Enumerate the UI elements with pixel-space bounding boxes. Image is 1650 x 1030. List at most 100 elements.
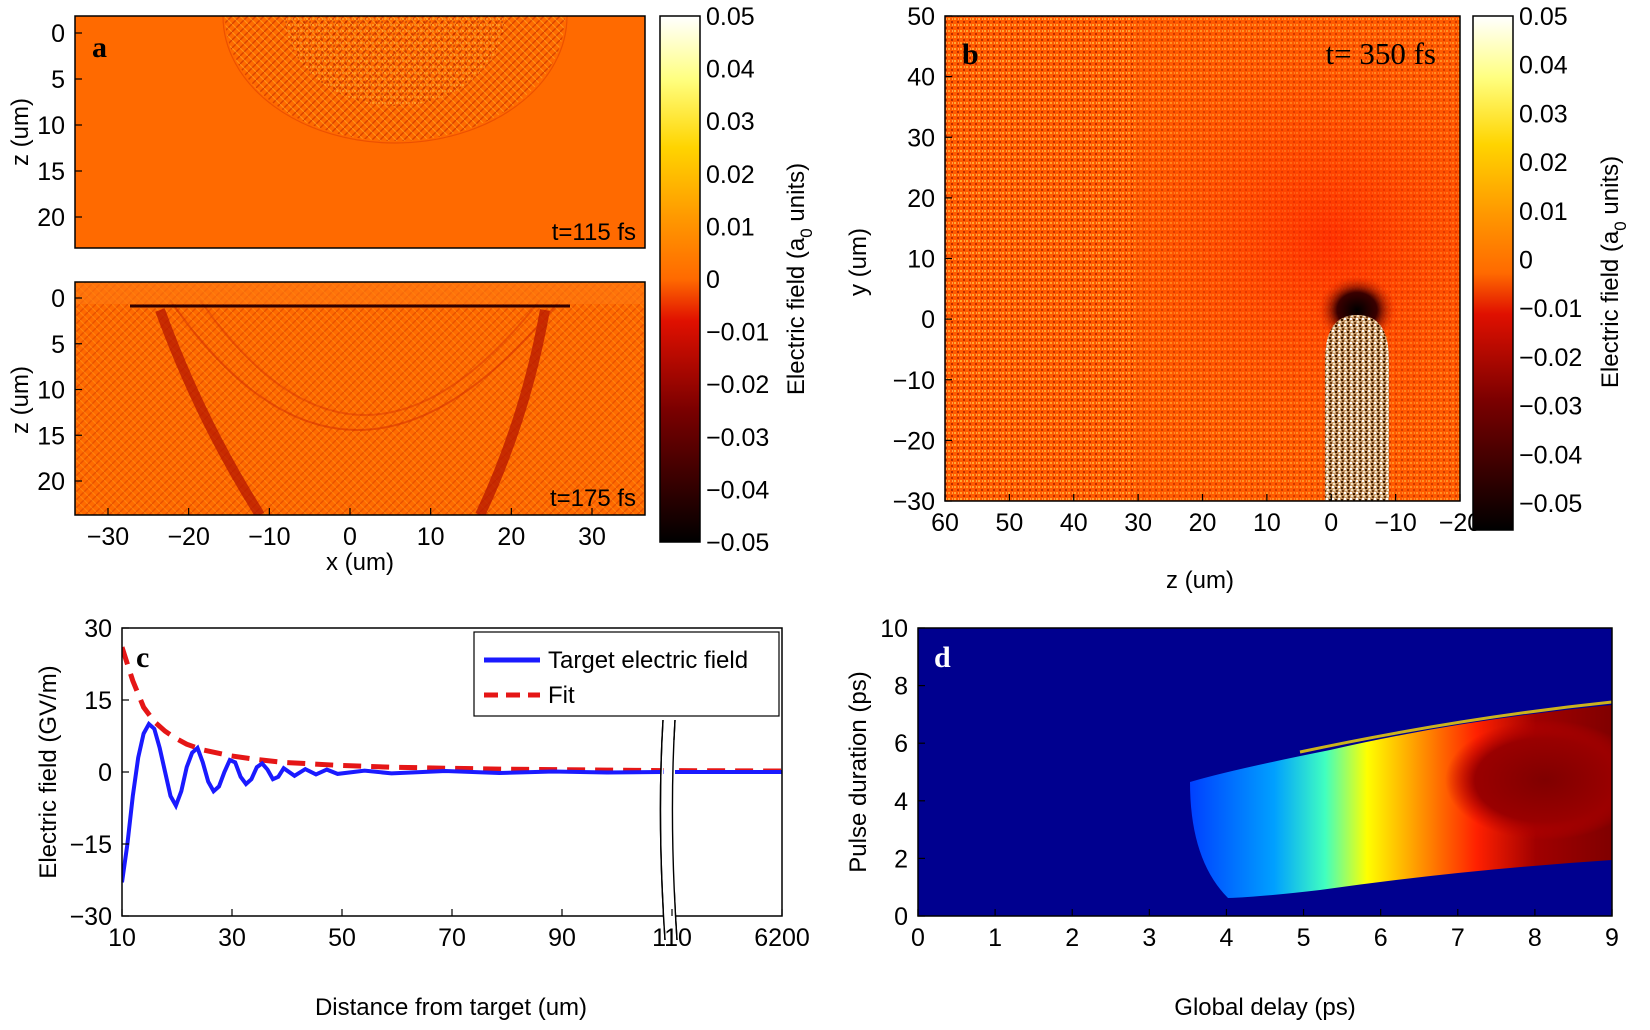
panel-d-yticks: 10 8 6 4 2 0	[880, 615, 925, 931]
panel-a-bottom-annotation: t=175 fs	[550, 485, 636, 512]
colorbar-b-ytick-label: −0.01	[1519, 295, 1582, 323]
colorbar-a-label: Electric field (a0 units)	[783, 163, 816, 395]
panel-b-xtick-label: 10	[1253, 509, 1281, 537]
panel-d-xticks: 0 1 2 3 4 5 6 7 8 9	[911, 909, 1619, 952]
panel-a-bottom: t=175 fs 0 5 10 15 20 −30 −20 −10 0 10 20 30 z (um…	[7, 281, 646, 576]
panel-b-xlabel: z (um)	[1166, 567, 1234, 594]
colorbar-b-ytick-label: −0.02	[1519, 344, 1582, 372]
panel-a-bottom-yticks: 0 5 10 15 20	[37, 285, 82, 496]
panel-b-xtick-label: 40	[1060, 509, 1088, 537]
panel-b-annotation: t= 350 fs	[1326, 36, 1436, 71]
panel-d-ytick-label: 10	[880, 615, 908, 643]
panel-d-peak	[1445, 720, 1612, 840]
colorbar-b-ytick-label: −0.04	[1519, 441, 1582, 469]
panel-c-legend: Target electric field Fit	[473, 631, 780, 717]
panel-c-xticks: 10 30 50 70 90 110 6200	[108, 909, 810, 952]
colorbar-a-ytick-label: 0.05	[706, 3, 755, 31]
colorbar-a: 0.05 0.04 0.03 0.02 0.01 0 −0.01 −0.02 −0.03 −0.0…	[659, 3, 816, 557]
colorbar-a-ytick-label: 0.04	[706, 56, 755, 84]
panel-b-xtick-label: 20	[1189, 509, 1217, 537]
panel-b-ytick-label: −20	[893, 427, 935, 455]
panel-c-ytick-label: −15	[70, 831, 112, 859]
panel-c: Target electric field Fit c 30150−15−30 …	[35, 615, 810, 1021]
panel-a-bottom-ylabel: z (um)	[7, 366, 34, 434]
colorbar-a-ytick-label: 0	[706, 266, 720, 294]
series-target-electric-field-line	[122, 720, 782, 883]
panel-b-xtick-label: −10	[1374, 509, 1416, 537]
panel-c-xtick-label: 90	[548, 924, 576, 952]
panel-c-ytick-label: 15	[84, 687, 112, 715]
panel-b-ytick-label: 40	[907, 64, 935, 92]
panel-b-ytick-label: 10	[907, 246, 935, 274]
panel-d-xtick-label: 8	[1528, 924, 1542, 952]
panel-d-ytick-label: 0	[894, 903, 908, 931]
panel-a-top-ylabel: z (um)	[7, 98, 34, 166]
panel-a-top-ytick-label: 20	[37, 204, 65, 232]
panel-c-axis-break	[659, 719, 678, 941]
legend-label-fit: Fit	[548, 682, 575, 709]
colorbar-b-ytick-label: 0.02	[1519, 149, 1568, 177]
panel-c-ytick-label: 30	[84, 615, 112, 643]
panel-d-xtick-label: 1	[988, 924, 1002, 952]
panel-a-bottom-xtick-label: 10	[417, 523, 445, 551]
panel-a-bottom-xlabel: x (um)	[326, 549, 394, 576]
panel-d-ytick-label: 6	[894, 730, 908, 758]
panel-b: b t= 350 fs 50 40 30 20 10 0 −10 −20 −30 60 50 40 3…	[845, 3, 1481, 594]
panel-a-bottom-ytick-label: 20	[37, 468, 65, 496]
panel-b-label: b	[962, 38, 979, 71]
colorbar-b-ytick-label: 0.01	[1519, 198, 1568, 226]
panel-d-xtick-label: 0	[911, 924, 925, 952]
colorbar-a-ytick-label: −0.02	[706, 371, 769, 399]
colorbar-a-ticks: 0.05 0.04 0.03 0.02 0.01 0 −0.01 −0.02 −0.03 −0.0…	[706, 3, 769, 557]
legend-label-target: Target electric field	[548, 647, 748, 674]
colorbar-a-ytick-label: −0.03	[706, 424, 769, 452]
panel-a-bottom-xtick-label: 20	[497, 523, 525, 551]
colorbar-b-ytick-label: 0.05	[1519, 3, 1568, 31]
panel-a-top-ytick-label: 0	[51, 20, 65, 48]
colorbar-a-ytick-label: −0.05	[706, 529, 769, 557]
panel-c-xlabel: Distance from target (um)	[315, 994, 587, 1021]
colorbar-b-ytick-label: −0.05	[1519, 490, 1582, 518]
panel-d-xlabel: Global delay (ps)	[1174, 994, 1355, 1021]
panel-a-bottom-wavefront-left	[155, 308, 265, 515]
panel-b-yticks: 50 40 30 20 10 0 −10 −20 −30	[893, 3, 952, 516]
panel-b-xtick-label: 30	[1124, 509, 1152, 537]
panel-a-top-ytick-label: 10	[37, 112, 65, 140]
colorbar-b-gradient	[1472, 15, 1514, 531]
colorbar-b-ytick-label: 0.03	[1519, 100, 1568, 128]
colorbar-a-ytick-label: 0.02	[706, 161, 755, 189]
panel-d-xtick-label: 5	[1297, 924, 1311, 952]
panel-b-ytick-label: 20	[907, 185, 935, 213]
panel-b-ytick-label: 0	[921, 306, 935, 334]
colorbar-a-ytick-label: 0.03	[706, 108, 755, 136]
panel-c-xtick-label: 30	[218, 924, 246, 952]
colorbar-a-ytick-label: −0.01	[706, 319, 769, 347]
panel-a-bottom-xticks: −30 −20 −10 0 10 20 30	[87, 508, 606, 551]
panel-b-ytick-label: −30	[893, 488, 935, 516]
panel-d-xtick-label: 4	[1219, 924, 1233, 952]
panel-a-top-annotation: t=115 fs	[552, 219, 636, 246]
colorbar-a-ytick-label: −0.04	[706, 476, 769, 504]
panel-a-bottom-wavefront-right	[475, 309, 550, 515]
panel-d-xtick-label: 9	[1605, 924, 1619, 952]
panel-d-ytick-label: 4	[894, 788, 908, 816]
panel-c-yticks: 30 15 0 −15 −30	[70, 615, 129, 931]
panel-b-xticks: 60 50 40 30 20 10 0 −10 −20	[931, 494, 1481, 537]
panel-a-bottom-ytick-label: 10	[37, 377, 65, 405]
colorbar-b-ytick-label: 0	[1519, 247, 1533, 275]
panel-c-xtick-label: 6200	[754, 924, 810, 952]
panel-a-top: a t=115 fs 0 5 10 15 20 z (um)	[7, 15, 646, 249]
panel-a-bottom-xtick-label: 30	[578, 523, 606, 551]
panel-c-ytick-label: 0	[98, 759, 112, 787]
panel-a-top-yticks: 0 5 10 15 20	[37, 20, 82, 232]
panel-d-ylabel: Pulse duration (ps)	[845, 671, 872, 872]
panel-d-ytick-label: 8	[894, 673, 908, 701]
panel-c-ytick-label: −30	[70, 903, 112, 931]
panel-b-ytick-label: 50	[907, 3, 935, 31]
panel-d-xtick-label: 6	[1374, 924, 1388, 952]
colorbar-b: 0.05 0.04 0.03 0.02 0.01 0 −0.01 −0.02 −0.03 −0.0…	[1472, 3, 1630, 531]
panel-c-ylabel: Electric field (GV/m)	[35, 665, 62, 878]
panel-a-bottom-ytick-label: 5	[51, 331, 65, 359]
panel-a-bottom-xtick-label: −10	[248, 523, 290, 551]
